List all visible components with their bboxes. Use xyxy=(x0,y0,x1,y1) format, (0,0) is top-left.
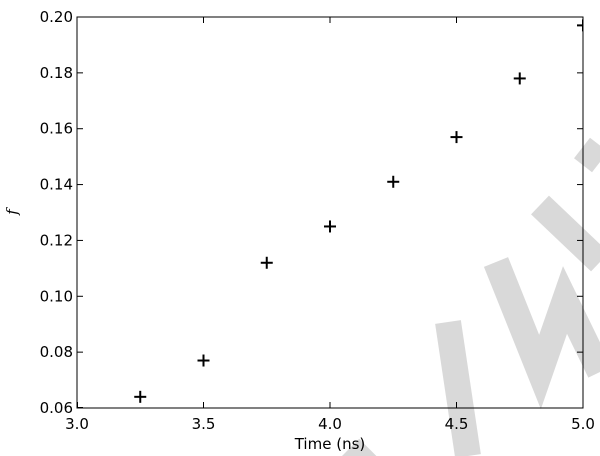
watermark-stroke-4 xyxy=(531,195,600,272)
data-point xyxy=(387,175,400,188)
data-point xyxy=(513,72,526,85)
watermark xyxy=(342,137,600,456)
y-tick-label: 0.08 xyxy=(40,343,73,361)
y-tick-label: 0.14 xyxy=(40,176,73,194)
x-tick-label: 3.5 xyxy=(192,415,216,433)
x-tick-label: 5.0 xyxy=(571,415,595,433)
x-tick-label: 3.0 xyxy=(65,415,89,433)
watermark-stroke-5 xyxy=(574,137,600,173)
data-point xyxy=(197,354,210,367)
data-points xyxy=(77,19,583,408)
data-point xyxy=(324,220,336,233)
y-tick-label: 0.18 xyxy=(40,64,73,82)
watermark-stroke-2 xyxy=(435,320,481,456)
data-point xyxy=(577,19,583,32)
y-tick-label: 0.12 xyxy=(40,231,73,249)
y-tick-label: 0.10 xyxy=(40,287,73,305)
y-tick-label: 0.20 xyxy=(40,8,73,26)
plot-frame xyxy=(76,16,584,409)
y-tick-label: 0.06 xyxy=(40,399,73,417)
x-tick-label: 4.5 xyxy=(445,415,469,433)
data-point xyxy=(134,390,147,403)
y-tick-label: 0.16 xyxy=(40,120,73,138)
data-point xyxy=(260,256,273,269)
watermark-stroke-3 xyxy=(483,257,600,410)
y-axis: 0.06 0.08 0.10 0.12 0.14 0.16 0.18 0.20 xyxy=(40,8,583,417)
data-point xyxy=(450,131,463,144)
watermark-stroke-1 xyxy=(342,438,377,456)
y-axis-label: f xyxy=(3,207,21,216)
x-axis-label: Time (ns) xyxy=(294,435,366,453)
x-tick-label: 4.0 xyxy=(318,415,342,433)
x-axis: 3.0 3.5 4.0 4.5 5.0 xyxy=(65,17,595,433)
